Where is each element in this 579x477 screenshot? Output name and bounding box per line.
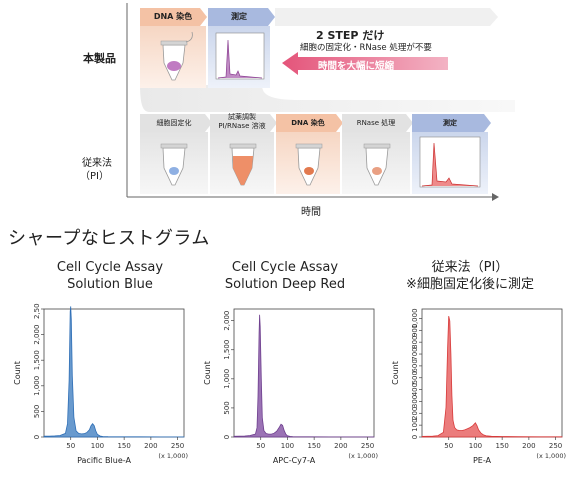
product-step-measure-label: 測定 <box>231 12 247 21</box>
conv-step-rnase-label: RNase 処理 <box>356 119 396 127</box>
histogram-area <box>43 306 185 438</box>
x-tick-label: 50 <box>256 442 265 450</box>
two-step-subtitle: 細胞の固定化・RNase 処理が不要 <box>300 43 432 53</box>
time-axis-label: 時間 <box>301 207 321 218</box>
x-tick-label: 200 <box>334 442 347 450</box>
conv-step-reagent-label-1: 試薬調製 <box>228 113 256 121</box>
y-tick-label: 300 <box>411 395 419 408</box>
chart-3-title-line-2: ※細胞固定化後に測定 <box>406 277 534 292</box>
conventional-row-sublabel: （PI） <box>80 171 109 182</box>
conventional-row-label: 従来法 <box>82 158 112 169</box>
x-tick-label: 250 <box>361 442 374 450</box>
conv-step-dna-label: DNA 染色 <box>291 119 325 127</box>
histogram-chart-deepred: 0 500 1,000 1,500 2,000 50 100 150 200 250 Count AP… <box>203 308 378 465</box>
y-tick-label: 900 <box>411 324 419 337</box>
product-row-label: 本製品 <box>83 52 116 65</box>
mini-histogram-conventional <box>419 136 481 188</box>
product-step-dna-label: DNA 染色 <box>153 12 193 21</box>
x-axis-label: APC-Cy7-A <box>273 456 316 465</box>
chart-1-title-line-2: Solution Blue <box>67 277 153 292</box>
y-tick-label: 500 <box>33 405 41 418</box>
x-axis-label: Pacific Blue-A <box>77 456 131 465</box>
y-tick-label: 200 <box>411 407 419 420</box>
x-tick-label: 250 <box>171 442 184 450</box>
chart-2-title-line-2: Solution Deep Red <box>224 277 346 292</box>
shorten-arrow <box>282 52 448 75</box>
plot-frame <box>43 308 185 438</box>
y-tick-label: 2,000 <box>223 311 231 331</box>
x-tick-label: 50 <box>66 442 75 450</box>
y-tick-label: 0 <box>223 435 231 439</box>
y-tick-label: 0 <box>33 435 41 439</box>
x-axis-multiplier: (x 1,000) <box>348 452 378 460</box>
y-tick-label: 0 <box>411 435 419 439</box>
y-tick-label: 2,500 <box>33 303 41 319</box>
plot-frame <box>233 308 375 438</box>
tube-icon-rnase <box>363 143 391 186</box>
y-tick-label: 800 <box>411 335 419 348</box>
workflow-diagram <box>126 3 515 201</box>
x-axis-multiplier: (x 1,000) <box>536 452 566 460</box>
tube-icon-dna <box>295 143 323 186</box>
conv-step-reagent-label: 試薬調製 PI/RNase 溶液 <box>210 113 274 131</box>
y-tick-label: 100 <box>411 418 419 431</box>
x-tick-label: 150 <box>495 442 508 450</box>
conv-step-fixation-label: 細胞固定化 <box>156 119 192 127</box>
y-tick-label: 1,000 <box>411 308 419 328</box>
x-tick-label: 100 <box>91 442 104 450</box>
conv-step-reagent-label-2: PI/RNase 溶液 <box>218 122 266 130</box>
chart-3-title-line-1: 従来法（PI） <box>431 260 509 275</box>
y-tick-label: 1,500 <box>223 340 231 360</box>
y-tick-label: 2,000 <box>33 325 41 345</box>
y-axis-label: Count <box>203 361 212 385</box>
x-tick-label: 150 <box>307 442 320 450</box>
x-tick-label: 50 <box>444 442 453 450</box>
chart-3-title: 従来法（PI） ※細胞固定化後に測定 <box>385 259 555 293</box>
shorten-text: 時間を大幅に短縮 <box>318 61 395 72</box>
x-axis-label: PE-A <box>473 456 492 465</box>
y-axis-label: Count <box>13 361 22 385</box>
section-title: シャープなヒストグラム <box>8 228 210 249</box>
chart-2-title-line-1: Cell Cycle Assay <box>231 260 339 275</box>
histogram-area <box>421 316 563 438</box>
tube-icon-fixation <box>160 143 188 186</box>
histogram-area <box>233 314 375 438</box>
y-tick-label: 1,000 <box>223 369 231 389</box>
y-axis-label: Count <box>391 361 400 385</box>
x-axis-multiplier: (x 1,000) <box>158 452 188 460</box>
y-tick-label: 500 <box>223 401 231 414</box>
chart-1-title-line-1: Cell Cycle Assay <box>56 260 164 275</box>
tube-icon-reagent <box>229 143 257 186</box>
x-tick-label: 200 <box>522 442 535 450</box>
y-tick-label: 700 <box>411 347 419 360</box>
x-tick-label: 250 <box>549 442 562 450</box>
two-step-title: 2 STEP だけ <box>316 29 385 42</box>
histogram-chart-blue: 0 500 1,000 1,500 2,000 2,500 50 100 150 200 250 Co… <box>13 303 188 465</box>
y-tick-label: 1,000 <box>33 376 41 396</box>
x-tick-label: 100 <box>281 442 294 450</box>
y-tick-label: 400 <box>411 383 419 396</box>
tube-icon-product <box>160 31 193 81</box>
chart-2-title: Cell Cycle Assay Solution Deep Red <box>200 259 370 293</box>
mini-histogram-product <box>215 32 265 80</box>
chart-1-title: Cell Cycle Assay Solution Blue <box>25 259 195 293</box>
y-tick-label: 500 <box>411 371 419 384</box>
y-tick-label: 600 <box>411 359 419 372</box>
x-tick-label: 200 <box>144 442 157 450</box>
conv-step-measure-label: 測定 <box>443 119 457 127</box>
plot-frame <box>421 308 563 438</box>
x-tick-label: 150 <box>117 442 130 450</box>
x-tick-label: 100 <box>469 442 482 450</box>
y-tick-label: 1,500 <box>33 350 41 370</box>
